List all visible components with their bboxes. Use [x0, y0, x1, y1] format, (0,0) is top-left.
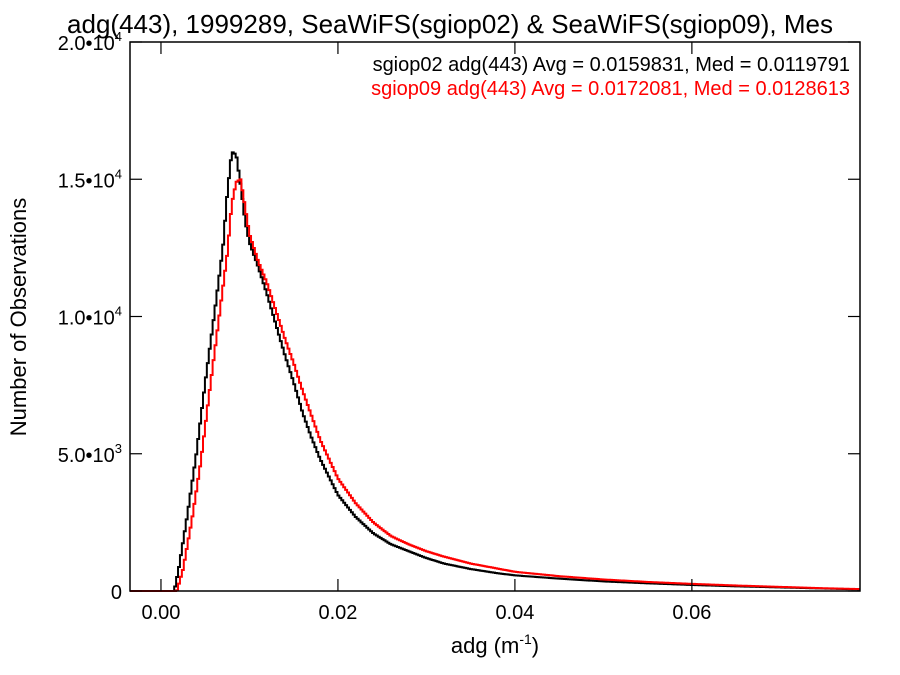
- series-layer: [130, 151, 860, 592]
- x-tick-label-3: 0.06: [672, 602, 711, 624]
- y-tick-label-4: 2.0•104: [58, 29, 122, 55]
- y-tick-label-0: 0: [111, 582, 122, 604]
- legend: sgiop02 adg(443) Avg = 0.0159831, Med = …: [371, 54, 850, 100]
- ticks-layer: 0.00 0.02 0.04 0.06 0 5.0•103 1.0•104 1.5•104 2.…: [58, 29, 860, 624]
- x-axis-label-close: ): [532, 633, 539, 658]
- plot-frame: [129, 41, 861, 592]
- x-tick-label-0: 0.00: [142, 602, 181, 624]
- x-tick-label-1: 0.02: [318, 602, 357, 624]
- y-axis-label-group: Number of Observations: [6, 198, 31, 436]
- y-tick-label-3: 1.5•104: [58, 166, 122, 192]
- series-line-1: [130, 178, 860, 592]
- x-axis-label: adg (m-1): [451, 631, 539, 658]
- y-axis-label: Number of Observations: [6, 198, 31, 436]
- x-axis-label-exponent: -1: [519, 631, 532, 647]
- x-tick-label-2: 0.04: [495, 602, 534, 624]
- legend-entry-sgiop02: sgiop02 adg(443) Avg = 0.0159831, Med = …: [373, 54, 850, 76]
- y-tick-label-1: 5.0•103: [58, 441, 122, 467]
- x-axis-label-main: adg (m: [451, 633, 519, 658]
- y-tick-label-2: 1.0•104: [58, 304, 122, 330]
- legend-entry-sgiop09: sgiop09 adg(443) Avg = 0.0172081, Med = …: [371, 78, 850, 100]
- chart-title: adg(443), 1999289, SeaWiFS(sgiop02) & Se…: [67, 9, 833, 39]
- series-line-0: [130, 151, 860, 592]
